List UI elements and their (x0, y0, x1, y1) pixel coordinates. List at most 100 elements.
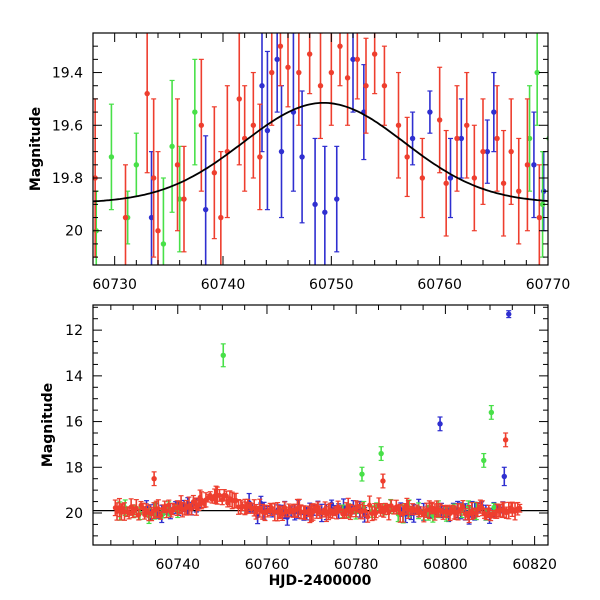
data-point (334, 196, 340, 202)
data-point (454, 135, 460, 142)
bottom-plot-frame (92, 304, 549, 546)
data-point (277, 43, 284, 49)
top-axes: 60730 60740 60750 60760 60770 19.4 19.6 19.8 20 (52, 32, 570, 293)
data-point (350, 56, 356, 63)
data-point (176, 196, 183, 202)
x-tick-label: 60780 (334, 557, 379, 573)
data-point (464, 122, 470, 128)
data-point (460, 504, 466, 510)
data-point (517, 505, 523, 511)
data-point (108, 154, 115, 160)
data-point (216, 492, 222, 498)
data-point (166, 502, 172, 508)
data-point (259, 83, 265, 89)
data-point (536, 214, 543, 221)
data-point (126, 510, 132, 516)
data-point (150, 175, 157, 181)
data-point (388, 503, 394, 509)
data-point (481, 457, 487, 464)
data-point (531, 162, 537, 168)
data-point (355, 504, 361, 510)
data-point (524, 162, 531, 168)
data-point (395, 122, 402, 128)
x-tick-label: 60760 (417, 277, 462, 293)
data-point (501, 473, 507, 480)
data-point (484, 148, 491, 155)
data-point (136, 512, 142, 518)
data-point (365, 514, 371, 520)
data-point (225, 500, 231, 506)
data-point (458, 135, 465, 142)
data-point (359, 471, 365, 477)
data-point (220, 352, 226, 358)
data-point (236, 96, 242, 102)
data-point (312, 201, 318, 208)
y-tick-label: 19.6 (52, 118, 83, 134)
data-point (198, 122, 205, 128)
data-point (373, 510, 379, 516)
data-point (122, 214, 129, 221)
data-point (516, 188, 522, 194)
data-point (419, 175, 426, 181)
data-point (421, 511, 427, 517)
data-point (363, 83, 369, 89)
data-point (274, 56, 280, 63)
data-point (429, 505, 435, 511)
data-point (409, 135, 416, 142)
data-point (250, 122, 257, 128)
data-point (371, 51, 378, 57)
data-point (223, 493, 229, 499)
y-tick-label: 16 (65, 415, 83, 431)
x-tick-label: 60740 (155, 557, 200, 573)
data-point (337, 506, 343, 512)
data-point (151, 476, 157, 482)
data-point (378, 450, 384, 457)
data-point (494, 135, 500, 142)
data-point (539, 201, 546, 208)
data-point (526, 135, 533, 142)
data-point (269, 69, 275, 76)
data-point (322, 209, 328, 215)
data-point (447, 175, 454, 181)
y-tick-label: 12 (65, 323, 83, 339)
data-point (192, 109, 198, 115)
data-point (381, 83, 388, 89)
data-point (181, 196, 187, 202)
y-tick-label: 18 (65, 460, 83, 476)
data-point (174, 162, 181, 168)
data-point (218, 214, 224, 221)
data-point (114, 508, 120, 514)
data-point (257, 154, 263, 160)
data-point (404, 154, 410, 160)
data-point (508, 148, 514, 155)
x-tick-label: 60820 (512, 557, 557, 573)
data-point (488, 409, 495, 416)
data-point (296, 69, 302, 76)
data-point (484, 513, 490, 519)
bottom-panel-full: 60740 60760 60780 60800 60820 12 14 16 18 20 Magn… (40, 304, 557, 589)
data-point (380, 478, 386, 484)
x-tick-label: 60800 (423, 557, 468, 573)
data-point (299, 154, 305, 160)
bottom-data-layer (93, 310, 548, 526)
data-point (144, 90, 150, 97)
data-point (502, 437, 509, 443)
data-point (443, 180, 449, 186)
y-tick-label: 19.4 (52, 66, 83, 82)
top-plot-frame (92, 32, 549, 266)
data-point (337, 43, 343, 49)
data-point (320, 510, 326, 516)
data-point (160, 241, 167, 247)
data-point (534, 69, 540, 76)
x-tick-label: 60730 (92, 277, 137, 293)
data-point (471, 175, 478, 181)
y-tick-label: 14 (65, 369, 83, 385)
y-tick-label: 19.8 (52, 171, 83, 187)
data-point (486, 507, 492, 513)
data-point (437, 421, 443, 427)
data-point (344, 75, 351, 81)
data-point (158, 513, 164, 519)
data-point (278, 148, 285, 155)
y-tick-label: 20 (65, 224, 83, 240)
data-point (155, 228, 161, 234)
